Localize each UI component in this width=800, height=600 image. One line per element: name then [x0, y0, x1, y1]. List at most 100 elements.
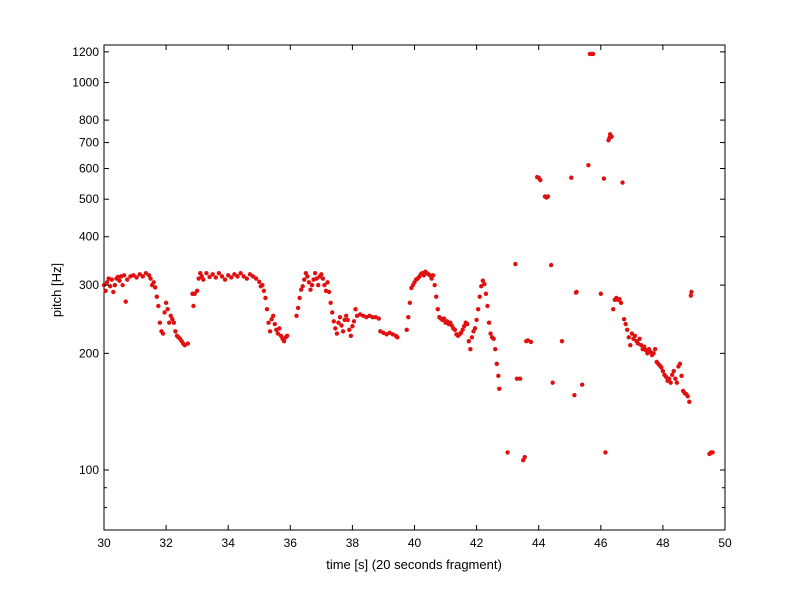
data-point [432, 282, 437, 288]
data-point [232, 272, 237, 277]
data-point [617, 296, 622, 302]
x-axis-label: time [s] (20 seconds fragment) [326, 557, 502, 572]
data-point [294, 313, 299, 319]
data-point [222, 277, 228, 282]
data-point [629, 331, 635, 336]
data-point [342, 317, 347, 323]
data-point [112, 282, 118, 288]
data-point [123, 299, 128, 304]
data-point [117, 278, 122, 283]
y-tick-label: 500 [79, 192, 99, 206]
data-point [143, 271, 149, 276]
data-point [677, 361, 683, 366]
data-point [513, 261, 518, 267]
y-axis-label: pitch [Hz] [49, 263, 64, 317]
data-point [590, 51, 596, 57]
data-point [103, 288, 108, 294]
x-tick-label: 44 [532, 536, 546, 550]
data-point [238, 271, 243, 276]
data-point [272, 321, 277, 327]
data-point [264, 307, 270, 312]
data-point [586, 162, 591, 168]
data-point [628, 342, 633, 348]
data-point [250, 274, 256, 279]
y-tick-label: 100 [79, 463, 99, 477]
data-point [314, 276, 319, 281]
data-point [618, 300, 624, 306]
data-point [165, 307, 170, 312]
data-point [569, 175, 574, 180]
data-point [168, 313, 173, 319]
data-point [125, 277, 130, 282]
data-point [350, 324, 355, 329]
data-point [670, 372, 675, 378]
data-point [461, 324, 467, 329]
data-point [261, 288, 267, 294]
data-point [295, 305, 301, 311]
plot-area [103, 44, 726, 531]
y-tick-label: 1200 [72, 45, 99, 59]
y-tick-label: 700 [79, 136, 99, 150]
data-point [488, 331, 493, 336]
data-point [345, 317, 350, 323]
data-point [121, 273, 127, 278]
data-point [316, 282, 321, 288]
data-point [266, 320, 271, 325]
data-point [435, 307, 440, 312]
data-point [666, 376, 672, 381]
data-point [505, 450, 510, 455]
data-point [469, 335, 475, 340]
data-point [522, 454, 527, 460]
data-point [148, 276, 153, 281]
data-point [652, 346, 658, 352]
data-point [406, 314, 411, 320]
data-point [305, 274, 310, 279]
data-point [244, 276, 250, 281]
data-point [485, 303, 490, 309]
data-point [219, 274, 225, 279]
data-point [348, 333, 354, 338]
data-point [171, 320, 177, 325]
data-point [353, 307, 358, 312]
data-point [494, 361, 499, 366]
y-tick-label: 400 [79, 230, 99, 244]
data-point [154, 294, 159, 299]
data-point [679, 373, 684, 379]
data-point [651, 351, 656, 356]
data-point [579, 382, 585, 387]
data-point [109, 277, 114, 282]
data-point [336, 320, 341, 325]
data-point [479, 284, 484, 289]
data-point [548, 262, 554, 268]
data-point [334, 331, 340, 336]
data-point [162, 310, 167, 315]
data-point [247, 272, 253, 277]
data-point [493, 346, 498, 352]
y-tick-label: 200 [79, 346, 99, 360]
data-point [330, 310, 335, 315]
data-point [468, 346, 473, 352]
y-tick-label: 1000 [72, 76, 99, 90]
data-point [104, 280, 110, 285]
x-tick-label: 32 [159, 536, 173, 550]
x-tick-label: 46 [594, 536, 608, 550]
data-point [302, 277, 307, 282]
data-point [480, 278, 486, 283]
y-tick-label: 300 [79, 278, 99, 292]
data-point [170, 317, 175, 322]
data-point [572, 392, 577, 398]
data-point [674, 380, 680, 385]
data-point [306, 280, 312, 285]
data-point [642, 344, 647, 349]
data-point [325, 280, 330, 285]
data-point [687, 399, 692, 404]
data-point [210, 272, 215, 277]
data-point [671, 368, 676, 374]
data-point [475, 307, 481, 312]
data-point [173, 329, 178, 334]
x-tick-label: 42 [470, 536, 484, 550]
data-point [624, 327, 630, 333]
data-point [137, 272, 142, 277]
data-point [673, 376, 678, 381]
data-point [514, 376, 520, 381]
